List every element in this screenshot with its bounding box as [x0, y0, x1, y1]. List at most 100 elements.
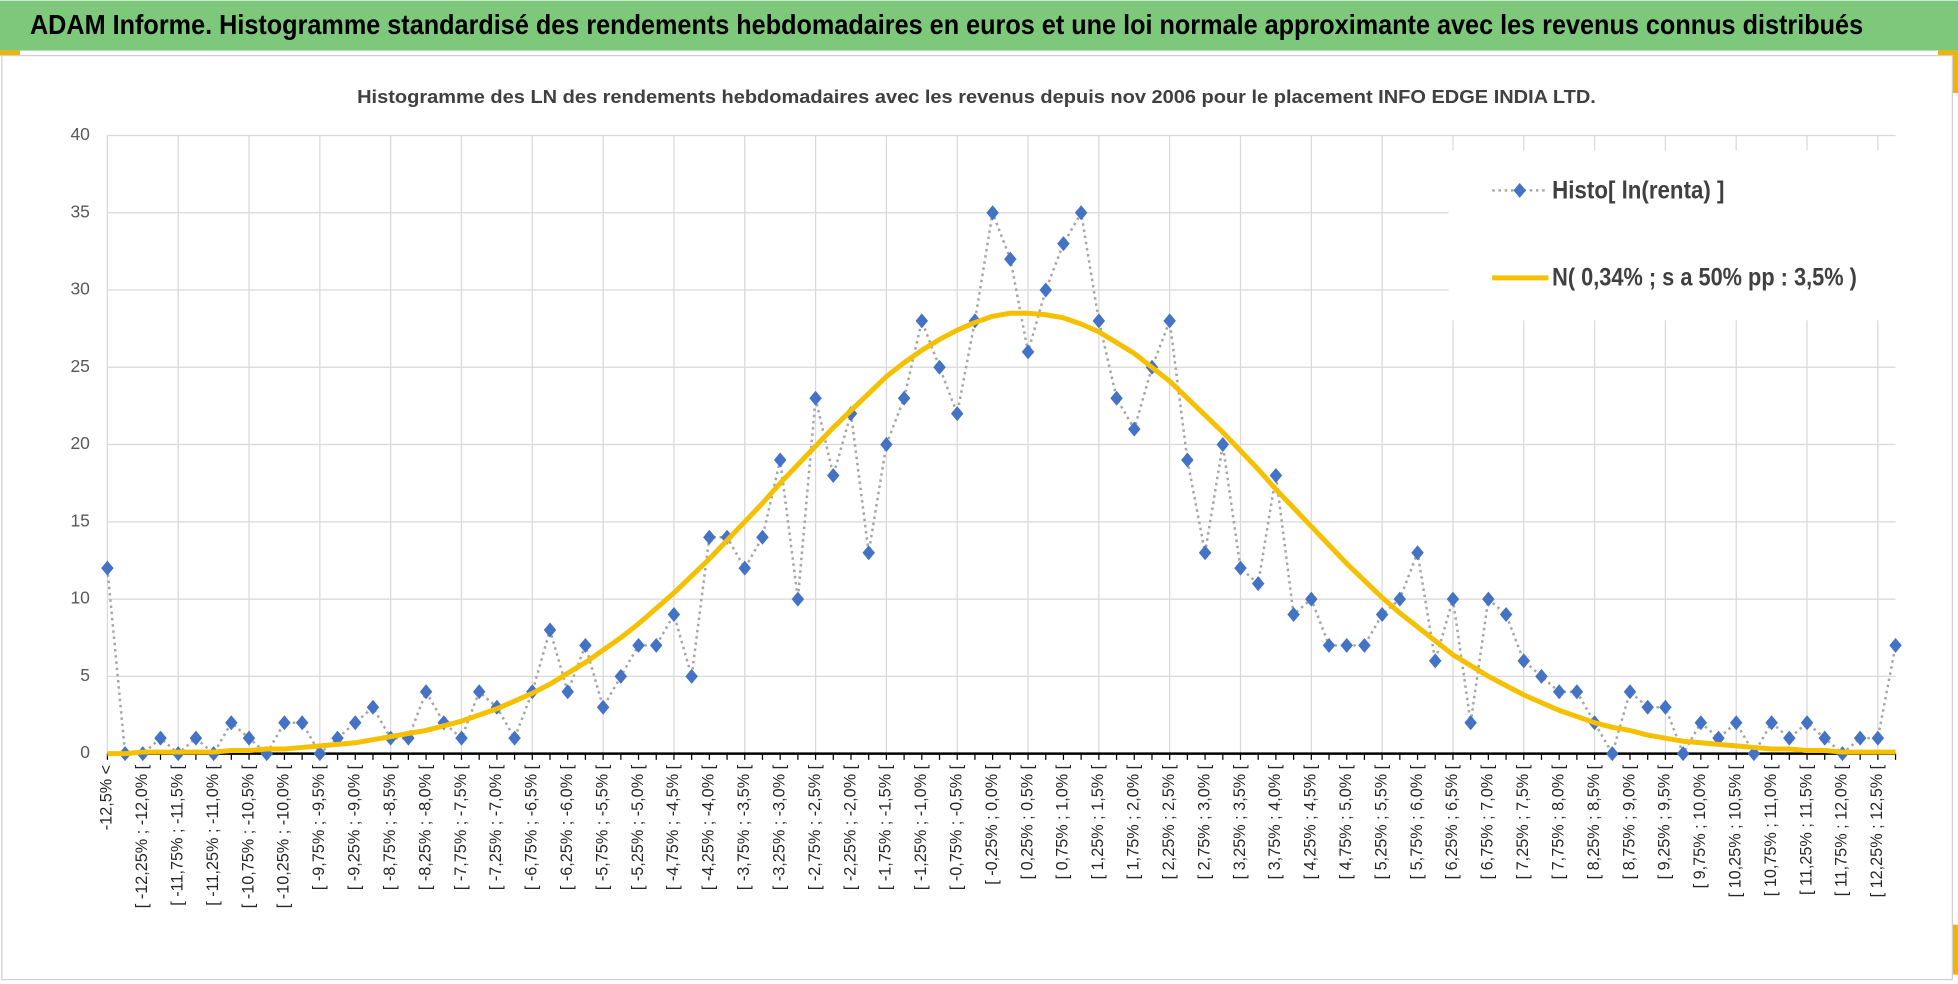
histogram-marker	[1092, 313, 1106, 329]
chart-subtitle: Histogramme des LN des rendements hebdom…	[357, 86, 1596, 107]
x-tick-label: [ -2,75% ; -2,5% [	[806, 764, 824, 890]
histogram-marker	[756, 529, 769, 545]
x-tick-label: [ 6,75% ; 7,0% [	[1479, 764, 1497, 879]
histogram-marker	[1110, 390, 1123, 406]
x-tick-label: [ 10,25% ; 10,5% [	[1727, 764, 1745, 897]
histogram-marker	[827, 467, 840, 483]
histogram-marker	[225, 715, 238, 731]
x-tick-label: [ 11,25% ; 11,5% [	[1797, 764, 1815, 895]
histogram-marker	[366, 699, 380, 715]
histogram-marker	[1021, 344, 1035, 360]
histogram-marker	[1570, 684, 1584, 700]
histogram-marker	[1818, 730, 1831, 746]
histogram-marker	[561, 684, 574, 700]
x-tick-label: [ 0,25% ; 0,5% [	[1018, 764, 1036, 879]
histogram-marker	[1181, 452, 1194, 468]
x-tick-label: [ 5,25% ; 5,5% [	[1372, 764, 1390, 879]
x-tick-label: [ 4,25% ; 4,5% [	[1302, 764, 1320, 879]
histogram-marker	[649, 637, 663, 653]
histogram-marker	[1251, 576, 1265, 592]
histogram-marker	[1004, 251, 1017, 267]
x-tick-label: [ 10,75% ; 11,0% [	[1762, 764, 1780, 896]
histogram-marker	[880, 437, 893, 453]
x-tick-label: [ -8,75% ; -8,5% [	[381, 764, 399, 890]
histogram-marker	[1517, 653, 1531, 669]
histogram-marker	[1800, 715, 1814, 731]
histogram-marker	[897, 390, 911, 406]
histogram-marker	[596, 699, 610, 715]
histogram-marker	[1676, 746, 1690, 762]
histogram-marker	[1765, 715, 1778, 731]
histogram-marker	[1694, 715, 1708, 731]
histogram-marker	[1322, 637, 1336, 653]
histogram-marker	[950, 406, 964, 422]
chart-frame	[1, 54, 1954, 981]
x-tick-label: [ -10,25% ; -10,0% [	[275, 764, 293, 908]
x-tick-label: [ -10,75% ; -10,5% [	[239, 764, 257, 908]
histogram-marker	[1871, 730, 1885, 746]
x-tick-label: [ 11,75% ; 12,0% [	[1833, 764, 1851, 896]
x-tick-label: [ -6,75% ; -6,5% [	[523, 764, 541, 890]
x-tick-label: [ 6,25% ; 6,5% [	[1443, 764, 1461, 879]
histogram-marker	[1659, 699, 1672, 715]
x-tick-label: [ -5,25% ; -5,0% [	[629, 764, 647, 890]
histogram-marker	[738, 560, 752, 576]
histogram-marker	[1358, 637, 1371, 653]
histogram-marker	[986, 205, 999, 221]
histogram-marker	[1552, 684, 1566, 700]
histogram-marker	[1375, 607, 1389, 623]
x-tick-label: [ -7,25% ; -7,0% [	[487, 764, 505, 890]
histogram-marker	[1428, 653, 1442, 669]
y-tick-label: 15	[70, 510, 89, 530]
histogram-marker	[632, 637, 645, 653]
histogram-marker	[189, 730, 203, 746]
x-tick-label: [ -0,75% ; -0,5% [	[947, 764, 965, 890]
x-tick-label: [ -12,25% ; -12,0% [	[133, 764, 151, 908]
x-tick-label: [ -3,25% ; -3,0% [	[770, 764, 788, 890]
histogram-marker	[1128, 421, 1141, 437]
x-tick-label: [ -9,75% ; -9,5% [	[310, 764, 328, 890]
plot-area: 0 5 10 15 20 25 30 35 40 -12,5% < [ -12,25% ; -12,…	[70, 124, 1902, 908]
x-tick-label: [ -3,75% ; -3,5% [	[735, 764, 753, 890]
legend-label: Histo[ ln(renta) ]	[1552, 176, 1724, 204]
histogram-marker	[1853, 730, 1867, 746]
y-tick-label: 5	[80, 665, 90, 685]
histogram-marker	[1889, 637, 1902, 653]
histogram-marker	[667, 607, 681, 623]
y-tick-label: 40	[70, 124, 90, 144]
x-tick-label: [ -2,25% ; -2,0% [	[841, 764, 859, 890]
histogram-marker	[1234, 560, 1247, 576]
x-tick-label: [ -4,75% ; -4,5% [	[664, 764, 682, 890]
histogram-marker	[579, 637, 592, 653]
normal-curve	[107, 310, 1896, 757]
x-tick-label: [ 9,25% ; 9,5% [	[1656, 764, 1674, 879]
histogram-marker	[1623, 684, 1637, 700]
histogram-marker	[1499, 607, 1513, 623]
x-tick-label: [ 4,75% ; 5,0% [	[1337, 764, 1355, 879]
histogram-marker	[543, 622, 557, 638]
histogram-marker	[472, 684, 486, 700]
histogram-marker	[1411, 545, 1424, 561]
histogram-marker	[1074, 205, 1088, 221]
histogram-marker	[1446, 591, 1460, 607]
histogram-marker	[703, 529, 716, 545]
histogram-marker	[101, 560, 114, 576]
x-tick-label: [ 1,75% ; 2,0% [	[1125, 764, 1143, 879]
x-tick-label: [ -8,25% ; -8,0% [	[416, 764, 434, 890]
corner	[1938, 50, 1958, 56]
x-tick-label: [ 2,25% ; 2,5% [	[1160, 764, 1178, 879]
y-tick-label: 25	[70, 356, 89, 376]
histogram-marker	[791, 591, 805, 607]
histogram-marker	[1535, 668, 1548, 684]
x-tick-label: [ 2,75% ; 3,0% [	[1195, 764, 1213, 879]
x-tick-label: [ -9,25% ; -9,0% [	[346, 764, 364, 890]
legend-symbol	[1513, 182, 1526, 198]
title-banner	[0, 0, 1958, 51]
histogram-marker	[614, 668, 628, 684]
histogram-marker	[1729, 715, 1743, 731]
x-tick-label: [ -1,25% ; -1,0% [	[912, 764, 930, 890]
histogram-marker	[1606, 746, 1619, 762]
histogram-marker	[1163, 313, 1176, 329]
